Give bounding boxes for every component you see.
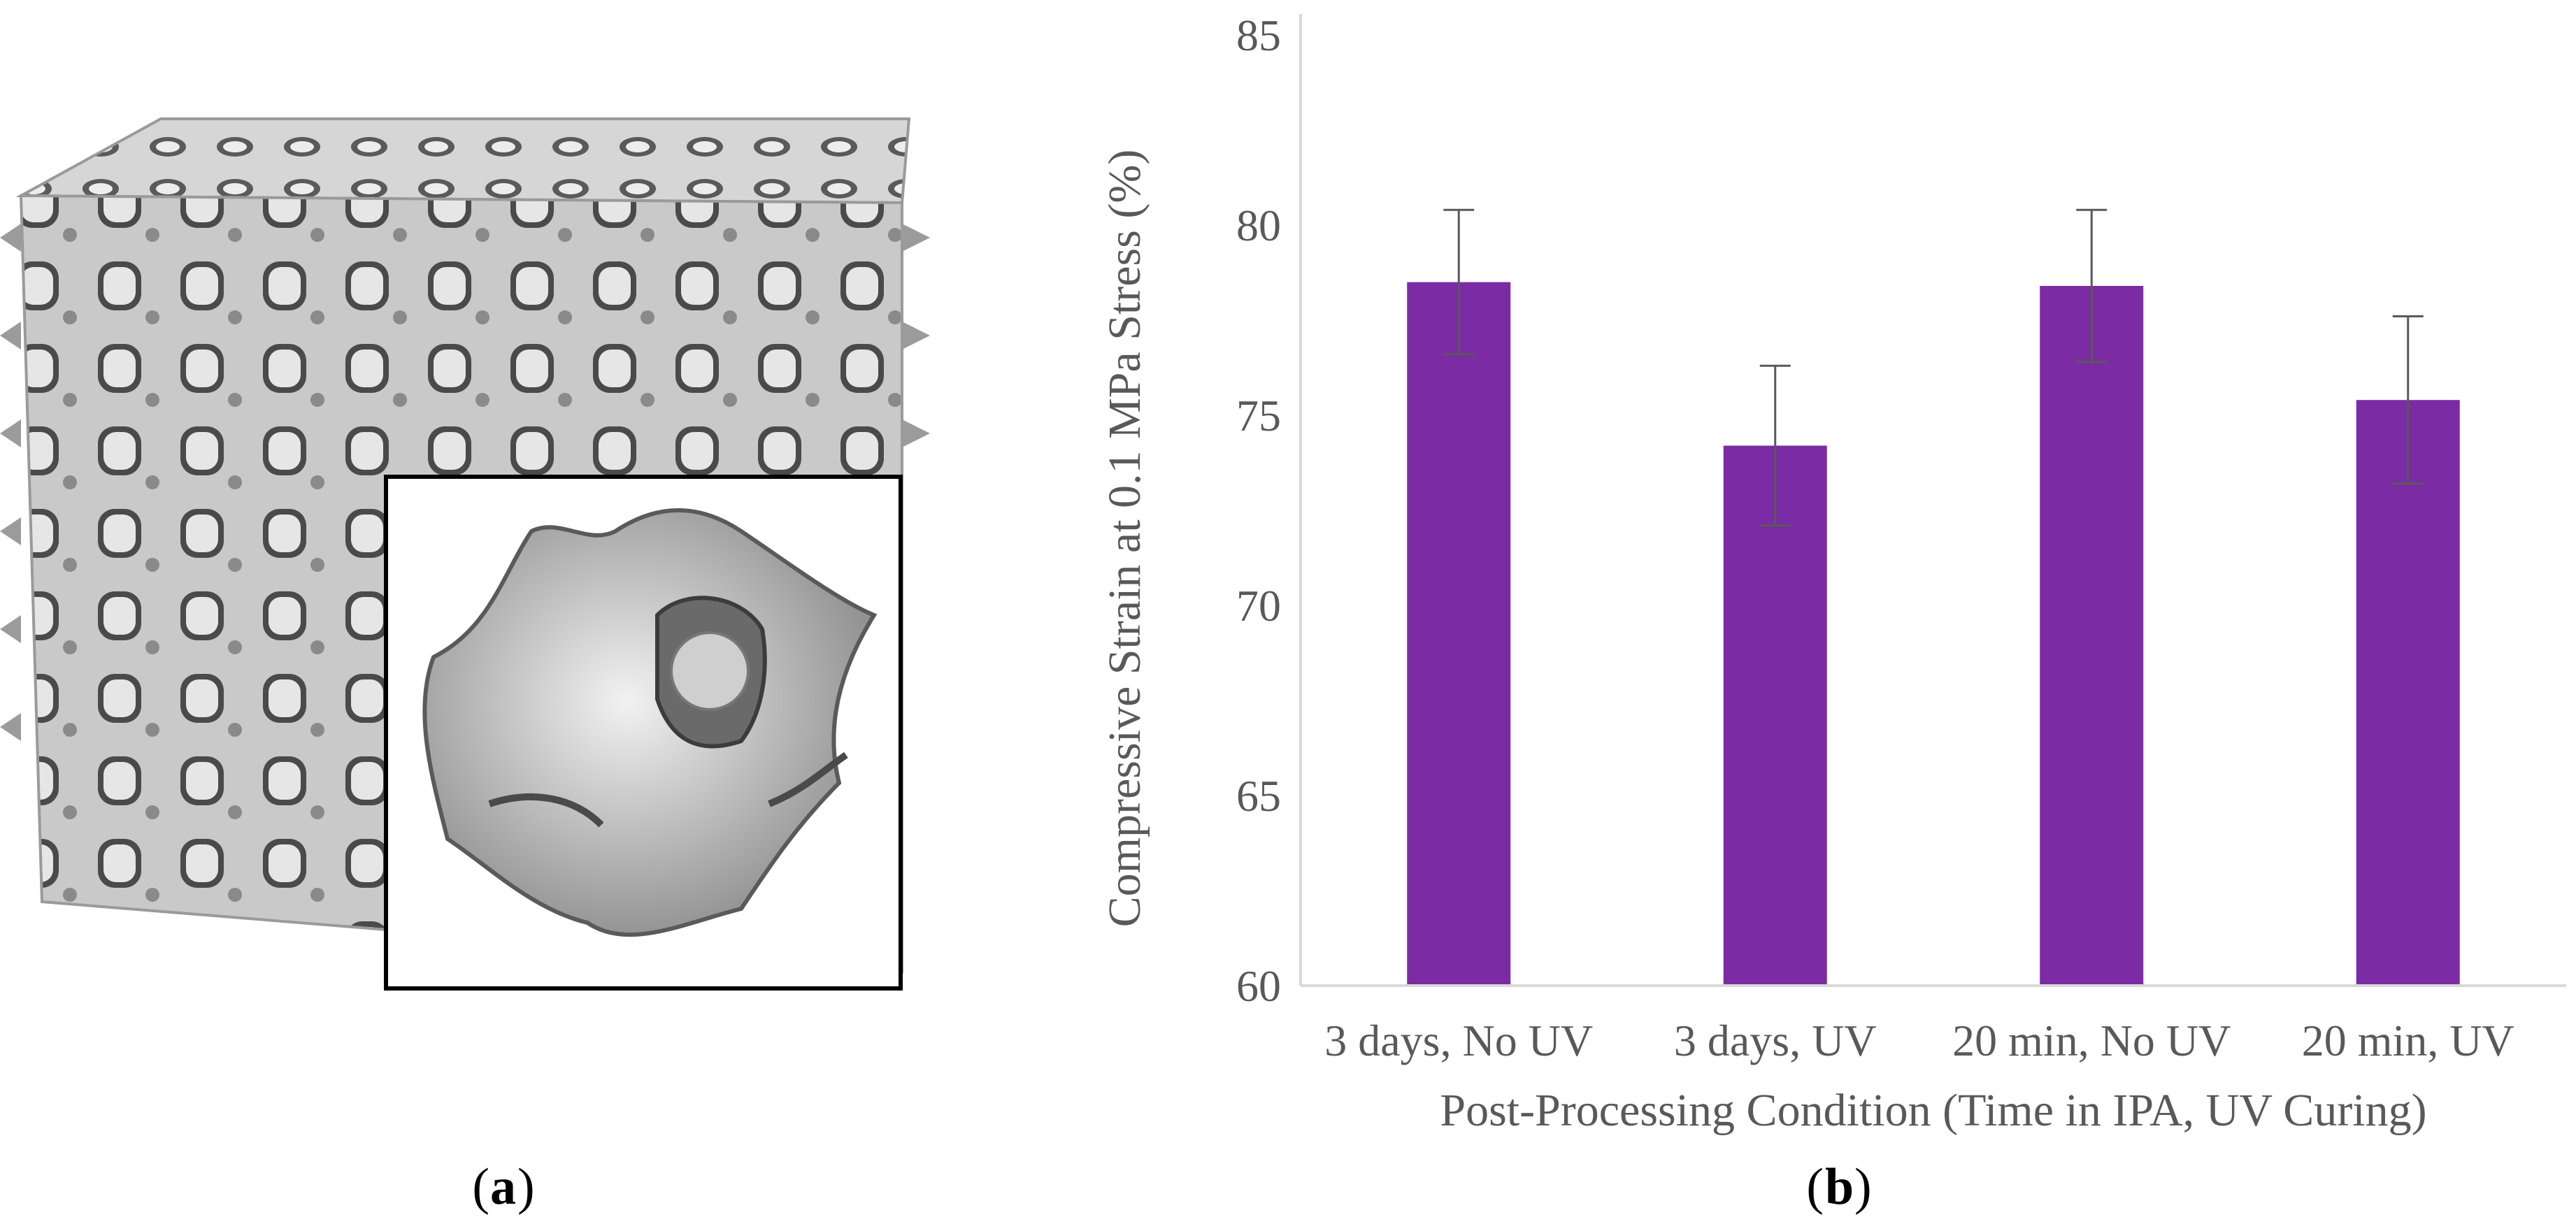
panel-b-label-open: ( [1806,1158,1824,1216]
y-tick-label: 75 [1236,391,1281,440]
y-tick-label: 65 [1236,771,1281,821]
y-axis-title: Compressive Strain at 0.1 MPa Stress (%) [1099,150,1150,928]
panel-a-label-close: ) [517,1158,535,1216]
lattice-figure-panel: ( a ) [0,0,1007,1231]
lattice-edge-spikes [0,224,930,741]
lattice-illustration: ( a ) [0,117,930,1216]
y-tick-label: 80 [1236,201,1281,250]
x-tick-label: 3 days, UV [1674,1016,1877,1065]
bar [2356,400,2460,986]
x-axis-title: Post-Processing Condition (Time in IPA, … [1440,1085,2426,1136]
panel-a-label-open: ( [472,1158,489,1216]
lattice-top-face [15,117,911,205]
gyroid-unit-cell [422,508,878,937]
y-tick-label: 60 [1236,961,1281,1011]
x-tick-label: 20 min, No UV [1952,1016,2231,1065]
bar [2040,286,2144,986]
y-tick-label: 70 [1236,581,1281,631]
x-tick-label: 20 min, UV [2302,1016,2514,1065]
x-tick-label: 3 days, No UV [1324,1016,1593,1065]
y-tick-label: 85 [1236,10,1281,60]
bar [1723,445,1827,986]
panel-b-label-close: ) [1854,1158,1872,1216]
panel-a-label-letter: a [490,1158,516,1216]
bar-chart-panel: 60 65 70 75 80 85 3 days, No UV 3 days, UV 20 m… [1035,0,2576,1231]
panel-b-label-letter: b [1825,1158,1854,1216]
bar-chart: 60 65 70 75 80 85 3 days, No UV 3 days, UV 20 m… [1099,10,2566,1216]
bar [1407,282,1511,986]
